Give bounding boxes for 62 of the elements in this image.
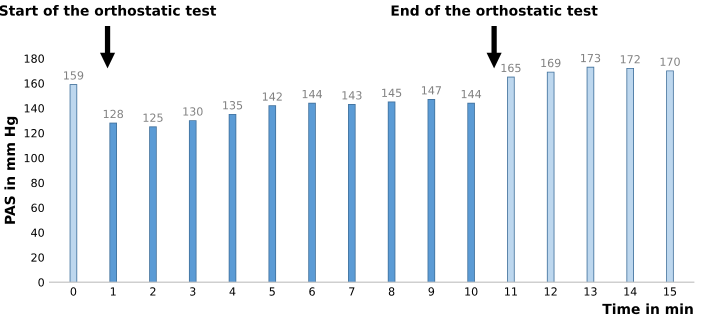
bar: [507, 76, 515, 282]
data-label: 142: [262, 92, 282, 101]
data-label: 172: [620, 55, 640, 64]
bar: [586, 66, 594, 282]
bar: [268, 105, 276, 282]
data-label: 159: [64, 71, 84, 80]
x-tick-label: 7: [349, 287, 354, 296]
y-tick-label: 40: [31, 228, 44, 237]
x-tick-label: 10: [465, 287, 478, 296]
bar: [149, 126, 157, 282]
x-tick-label: 13: [584, 287, 597, 296]
text: Start of the orthostatic test: [0, 5, 216, 16]
data-label: 135: [223, 101, 242, 110]
bar: [626, 68, 634, 282]
x-tick-label: 3: [190, 287, 196, 296]
y-tick-label: 120: [24, 129, 44, 138]
y-tick-label: 180: [24, 54, 44, 63]
x-tick-label: 2: [150, 287, 156, 296]
data-label: 144: [302, 90, 322, 98]
bar: [348, 104, 356, 282]
x-tick-label: 14: [624, 287, 637, 296]
data-label: 145: [382, 88, 402, 98]
x-tick-label: 5: [270, 287, 275, 296]
x-tick-label: 15: [664, 287, 676, 296]
data-label: 125: [144, 113, 163, 122]
bar: [308, 102, 316, 282]
bar: [388, 102, 396, 282]
bar: [546, 72, 554, 282]
data-label: 130: [183, 107, 203, 116]
data-label: 169: [541, 58, 560, 68]
data-label: 173: [581, 54, 600, 62]
x-tick-label: 6: [309, 287, 315, 296]
y-tick-label: 20: [31, 253, 44, 262]
bar: [666, 70, 674, 282]
bar: [70, 84, 78, 282]
y-tick-label: 140: [24, 104, 44, 113]
bar: [428, 99, 436, 282]
data-label: 147: [422, 86, 442, 94]
y-tick-label: 0: [38, 278, 44, 287]
x-tick-label: 12: [544, 287, 557, 296]
bar: [109, 122, 117, 282]
data-label: 128: [104, 110, 124, 118]
text: End of the orthostatic test: [392, 5, 598, 16]
x-tick-label: 9: [428, 287, 434, 296]
y-tick-label: 60: [31, 204, 44, 212]
bar: [188, 120, 197, 282]
data-label: 165: [502, 64, 521, 72]
data-label: 170: [660, 58, 680, 66]
y-tick-label: 100: [24, 154, 44, 162]
y-tick-label: 80: [31, 178, 44, 188]
x-axis-title: Time in min: [602, 303, 693, 314]
bar: [228, 114, 236, 282]
data-label: 143: [342, 91, 362, 100]
x-tick-label: 11: [505, 287, 517, 296]
x-tick-label: 0: [70, 287, 76, 296]
x-tick-label: 1: [110, 287, 116, 296]
y-axis-title: PAS in mm Hg: [4, 116, 18, 224]
x-tick-label: 4: [230, 287, 236, 296]
y-tick-label: 160: [24, 79, 44, 88]
data-label: 144: [462, 90, 482, 98]
bar: [467, 102, 475, 282]
x-tick-label: 8: [388, 287, 394, 296]
